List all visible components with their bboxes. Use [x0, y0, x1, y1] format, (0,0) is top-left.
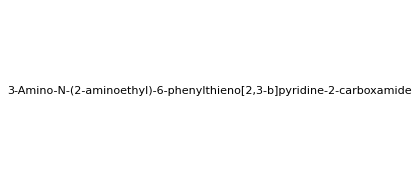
Text: 3-Amino-N-(2-aminoethyl)-6-phenylthieno[2,3-b]pyridine-2-carboxamide: 3-Amino-N-(2-aminoethyl)-6-phenylthieno[…	[8, 86, 412, 96]
